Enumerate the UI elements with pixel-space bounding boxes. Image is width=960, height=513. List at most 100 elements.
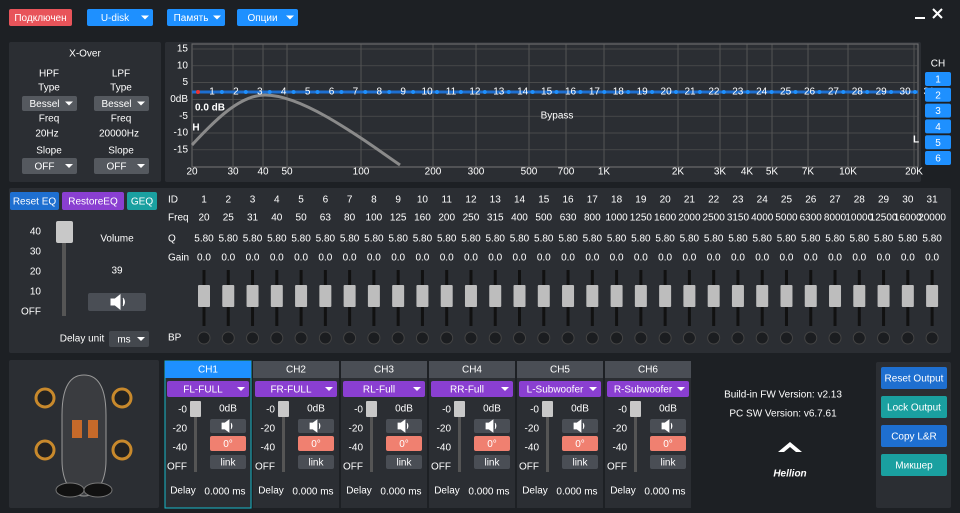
- band-point[interactable]: [602, 90, 607, 94]
- bp-toggle[interactable]: [367, 331, 381, 345]
- menu-button[interactable]: [87, 9, 153, 26]
- bp-toggle[interactable]: [513, 331, 527, 345]
- band-point[interactable]: [769, 90, 774, 94]
- band-point[interactable]: [697, 90, 702, 94]
- bp-toggle[interactable]: [488, 331, 502, 345]
- level-handle[interactable]: [542, 401, 553, 417]
- type-dropdown[interactable]: [94, 96, 149, 111]
- gain-handle[interactable]: [464, 285, 477, 307]
- menu-button[interactable]: [167, 9, 225, 26]
- gain-handle[interactable]: [901, 285, 914, 307]
- band-point[interactable]: [315, 90, 320, 94]
- channel-button[interactable]: [925, 87, 951, 102]
- eq-button[interactable]: [127, 192, 157, 210]
- level-handle[interactable]: [366, 401, 377, 417]
- menu-button[interactable]: [237, 9, 298, 26]
- bp-toggle[interactable]: [682, 331, 696, 345]
- bp-toggle[interactable]: [925, 331, 939, 345]
- preset-dropdown[interactable]: [607, 381, 689, 397]
- channel-header[interactable]: [605, 361, 691, 378]
- gain-handle[interactable]: [343, 285, 356, 307]
- band-point[interactable]: [674, 90, 678, 94]
- bp-toggle[interactable]: [343, 331, 357, 345]
- band-point[interactable]: [721, 90, 726, 94]
- channel-header[interactable]: [165, 361, 251, 378]
- bp-toggle[interactable]: [755, 331, 769, 345]
- band-point[interactable]: [411, 90, 416, 94]
- band-point[interactable]: [650, 90, 655, 94]
- bp-toggle[interactable]: [197, 331, 211, 345]
- gain-handle[interactable]: [707, 285, 720, 307]
- bp-toggle[interactable]: [658, 331, 672, 345]
- bp-toggle[interactable]: [804, 331, 818, 345]
- gain-handle[interactable]: [222, 285, 235, 307]
- band-point[interactable]: [482, 90, 487, 94]
- status-button[interactable]: [9, 9, 72, 26]
- level-handle[interactable]: [454, 401, 465, 417]
- output-button[interactable]: [881, 454, 947, 476]
- gain-handle[interactable]: [440, 285, 453, 307]
- bp-toggle[interactable]: [852, 331, 866, 345]
- bp-toggle[interactable]: [391, 331, 405, 345]
- bp-toggle[interactable]: [246, 331, 260, 345]
- band-point[interactable]: [913, 90, 917, 94]
- band-point[interactable]: [339, 90, 344, 94]
- bp-toggle[interactable]: [464, 331, 478, 345]
- bp-toggle[interactable]: [707, 331, 721, 345]
- gain-handle[interactable]: [610, 285, 623, 307]
- bp-toggle[interactable]: [440, 331, 454, 345]
- preset-dropdown[interactable]: [255, 381, 337, 397]
- phase-button[interactable]: [298, 436, 334, 451]
- bp-toggle[interactable]: [901, 331, 915, 345]
- band-point[interactable]: [865, 90, 870, 94]
- gain-handle[interactable]: [731, 285, 744, 307]
- gain-handle[interactable]: [367, 285, 380, 307]
- channel-button[interactable]: [925, 151, 951, 165]
- link-button[interactable]: [650, 455, 686, 469]
- gain-handle[interactable]: [537, 285, 550, 307]
- type-dropdown[interactable]: [22, 96, 77, 111]
- bp-toggle[interactable]: [294, 331, 308, 345]
- gain-handle[interactable]: [295, 285, 308, 307]
- gain-handle[interactable]: [877, 285, 890, 307]
- gain-handle[interactable]: [756, 285, 769, 307]
- gain-handle[interactable]: [198, 285, 210, 307]
- gain-handle[interactable]: [416, 285, 429, 307]
- channel-header[interactable]: [517, 361, 603, 378]
- channel-button[interactable]: [925, 119, 951, 134]
- gain-handle[interactable]: [853, 285, 866, 307]
- bp-toggle[interactable]: [731, 331, 745, 345]
- phase-button[interactable]: [650, 436, 686, 451]
- slope-dropdown[interactable]: [22, 158, 77, 174]
- phase-button[interactable]: [210, 436, 246, 451]
- preset-dropdown[interactable]: [167, 381, 249, 397]
- bp-toggle[interactable]: [221, 331, 235, 345]
- gain-handle[interactable]: [659, 285, 672, 307]
- output-button[interactable]: [881, 367, 947, 389]
- gain-handle[interactable]: [804, 285, 817, 307]
- band-point[interactable]: [291, 90, 296, 94]
- link-button[interactable]: [562, 455, 598, 469]
- gain-handle[interactable]: [683, 285, 696, 307]
- band-point[interactable]: [554, 90, 559, 94]
- band-point[interactable]: [387, 90, 392, 94]
- bp-toggle[interactable]: [318, 331, 332, 345]
- channel-header[interactable]: [341, 361, 427, 378]
- band-point[interactable]: [793, 90, 798, 94]
- bp-toggle[interactable]: [610, 331, 624, 345]
- gain-handle[interactable]: [634, 285, 647, 307]
- slope-dropdown[interactable]: [94, 158, 149, 174]
- band-point[interactable]: [817, 90, 822, 94]
- channel-button[interactable]: [925, 103, 951, 118]
- channel-header[interactable]: [253, 361, 339, 378]
- band-point[interactable]: [243, 90, 248, 94]
- bp-toggle[interactable]: [561, 331, 575, 345]
- band-point[interactable]: [530, 90, 535, 94]
- phase-button[interactable]: [474, 436, 510, 451]
- output-button[interactable]: [881, 425, 947, 447]
- level-handle[interactable]: [278, 401, 289, 417]
- bp-toggle[interactable]: [415, 331, 429, 345]
- channel-button[interactable]: [925, 72, 951, 86]
- delay-unit-dropdown[interactable]: [109, 331, 149, 347]
- level-handle[interactable]: [190, 401, 201, 417]
